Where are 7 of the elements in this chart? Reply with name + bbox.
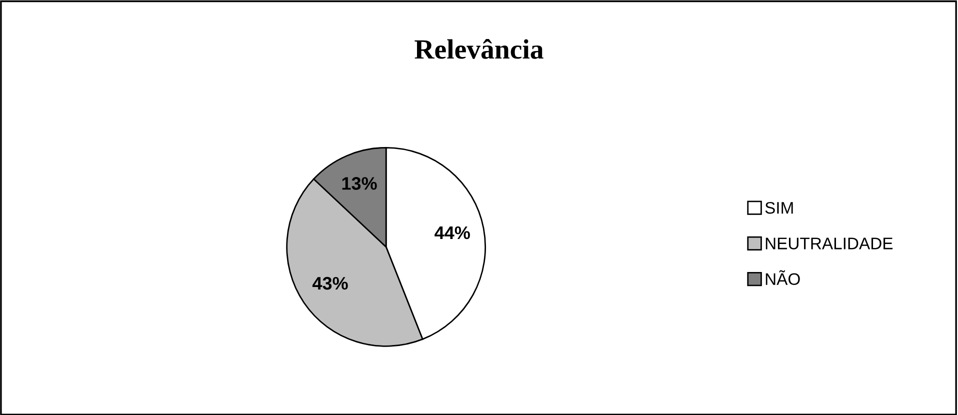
- chart-title: Relevância: [414, 38, 544, 59]
- legend-label: NEUTRALIDADE: [766, 238, 893, 250]
- data-label: 13%: [342, 177, 377, 190]
- data-label: 43%: [312, 276, 348, 290]
- legend-label: SIM: [765, 202, 793, 214]
- legend-label: NÃO: [766, 270, 800, 285]
- data-label: 44%: [434, 226, 470, 240]
